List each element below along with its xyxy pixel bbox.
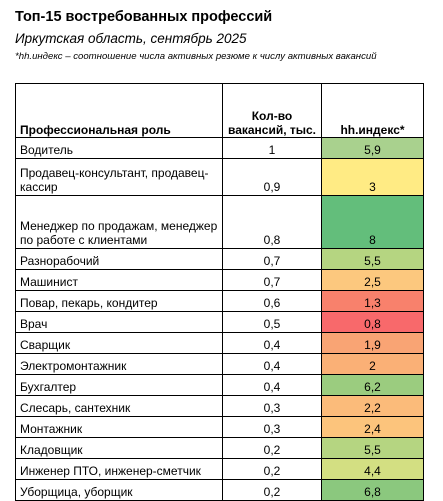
index-cell: 8 <box>321 195 424 249</box>
index-cell: 0,8 <box>321 311 424 333</box>
role-cell: Разнорабочий <box>15 248 223 270</box>
vacancies-cell: 1 <box>222 137 322 159</box>
table-row: Продавец-консультант, продавец-кассир 0,9… <box>15 158 424 196</box>
table-row: Разнорабочий 0,7 5,5 <box>15 248 424 270</box>
table-row: Водитель 1 5,9 <box>15 137 424 159</box>
role-cell: Электромонтажник <box>15 353 223 375</box>
table-row: Монтажник 0,3 2,4 <box>15 416 424 438</box>
page-subtitle: Иркутская область, сентябрь 2025 <box>15 31 247 46</box>
role-cell: Сварщик <box>15 332 223 354</box>
role-cell: Продавец-консультант, продавец-кассир <box>15 158 223 196</box>
footnote: *hh.индекс – соотношение числа активных … <box>15 51 377 62</box>
vacancies-cell: 0,4 <box>222 374 322 396</box>
role-cell: Слесарь, сантехник <box>15 395 223 417</box>
vacancies-cell: 0,3 <box>222 395 322 417</box>
table-row: Инженер ПТО, инженер-сметчик 0,2 4,4 <box>15 458 424 480</box>
column-header-vacancies: Кол-во вакансий, тыс. <box>222 83 322 138</box>
index-cell: 1,3 <box>321 290 424 312</box>
index-cell: 6,8 <box>321 479 424 501</box>
role-cell: Бухгалтер <box>15 374 223 396</box>
column-header-index: hh.индекс* <box>321 83 424 138</box>
index-cell: 2,2 <box>321 395 424 417</box>
role-cell: Инженер ПТО, инженер-сметчик <box>15 458 223 480</box>
table-row: Повар, пекарь, кондитер 0,6 1,3 <box>15 290 424 312</box>
vacancies-cell: 0,9 <box>222 158 322 196</box>
table-row: Кладовщик 0,2 5,5 <box>15 437 424 459</box>
table-row: Уборщица, уборщик 0,2 6,8 <box>15 479 424 501</box>
vacancies-cell: 0,4 <box>222 332 322 354</box>
index-cell: 4,4 <box>321 458 424 480</box>
page-title: Топ-15 востребованных профессий <box>15 9 273 25</box>
table-row: Менеджер по продажам, менеджер по работе… <box>15 195 424 249</box>
vacancies-cell: 0,7 <box>222 269 322 291</box>
index-cell: 1,9 <box>321 332 424 354</box>
vacancies-cell: 0,2 <box>222 479 322 501</box>
header-row: Профессиональная роль Кол-во вакансий, т… <box>15 83 424 138</box>
table-row: Машинист 0,7 2,5 <box>15 269 424 291</box>
table-row: Слесарь, сантехник 0,3 2,2 <box>15 395 424 417</box>
role-cell: Повар, пекарь, кондитер <box>15 290 223 312</box>
vacancies-cell: 0,7 <box>222 248 322 270</box>
index-cell: 2,5 <box>321 269 424 291</box>
role-cell: Врач <box>15 311 223 333</box>
role-cell: Уборщица, уборщик <box>15 479 223 501</box>
vacancies-cell: 0,5 <box>222 311 322 333</box>
index-cell: 5,5 <box>321 437 424 459</box>
role-cell: Менеджер по продажам, менеджер по работе… <box>15 195 223 249</box>
role-cell: Монтажник <box>15 416 223 438</box>
table-row: Электромонтажник 0,4 2 <box>15 353 424 375</box>
table-row: Сварщик 0,4 1,9 <box>15 332 424 354</box>
index-cell: 2,4 <box>321 416 424 438</box>
index-cell: 5,5 <box>321 248 424 270</box>
index-cell: 5,9 <box>321 137 424 159</box>
index-cell: 3 <box>321 158 424 196</box>
role-cell: Кладовщик <box>15 437 223 459</box>
role-cell: Машинист <box>15 269 223 291</box>
vacancies-cell: 0,2 <box>222 437 322 459</box>
vacancies-cell: 0,2 <box>222 458 322 480</box>
vacancies-cell: 0,3 <box>222 416 322 438</box>
vacancies-cell: 0,8 <box>222 195 322 249</box>
role-cell: Водитель <box>15 137 223 159</box>
table-row: Бухгалтер 0,4 6,2 <box>15 374 424 396</box>
index-cell: 6,2 <box>321 374 424 396</box>
professions-table: Профессиональная роль Кол-во вакансий, т… <box>15 83 424 501</box>
vacancies-cell: 0,4 <box>222 353 322 375</box>
vacancies-cell: 0,6 <box>222 290 322 312</box>
index-cell: 2 <box>321 353 424 375</box>
column-header-role: Профессиональная роль <box>15 83 223 138</box>
table-row: Врач 0,5 0,8 <box>15 311 424 333</box>
